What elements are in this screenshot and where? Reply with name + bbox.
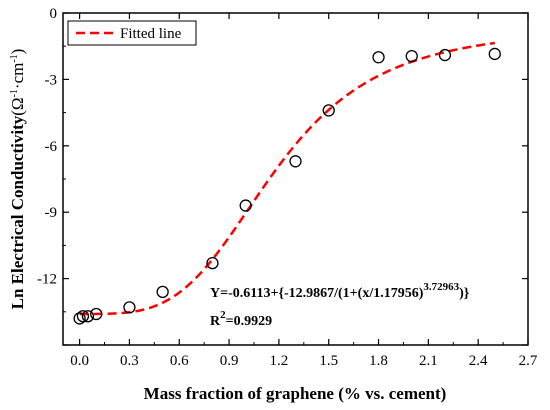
y-axis: -12 -9 -6 -3 0 (37, 6, 528, 346)
data-points (73, 47, 501, 325)
x-tick-label: 0.9 (220, 353, 239, 369)
fit-equation-suffix: )} (459, 286, 470, 301)
x-tick-label: 2.4 (469, 353, 488, 369)
y-tick-label: -12 (37, 272, 57, 288)
legend-label: Fitted line (120, 26, 182, 42)
data-point (372, 51, 385, 64)
x-tick-label: 1.8 (369, 353, 388, 369)
equation-annotation: Y=-0.6113+{-12.9867/(1+(x/1.17956)3.7296… (210, 281, 470, 329)
data-point (488, 47, 501, 61)
y-axis-unit-exp1: -1 (9, 89, 20, 97)
x-tick-label: 1.2 (270, 353, 289, 369)
data-point (289, 155, 302, 168)
r-squared: R2=0.9929 (210, 309, 272, 329)
x-tick-label: 0.0 (70, 353, 89, 369)
y-axis-unit-cm: ·cm (8, 63, 27, 89)
data-point (206, 256, 219, 270)
fit-equation-exponent: 3.72963 (423, 281, 459, 293)
y-tick-label: -6 (45, 139, 58, 155)
data-point (438, 48, 452, 62)
legend-box (67, 20, 197, 46)
x-axis-title: Mass fraction of graphene (% vs. cement) (144, 384, 447, 403)
data-point (90, 307, 103, 321)
x-tick-label: 1.5 (319, 353, 338, 369)
data-point (322, 104, 335, 117)
y-axis-unit-exp2: -1 (9, 54, 20, 62)
data-point (81, 310, 95, 323)
y-tick-label: -3 (45, 72, 58, 88)
x-tick-label: 0.3 (120, 353, 139, 369)
y-axis-unit-open: ( (8, 110, 27, 116)
r-squared-label: R (210, 314, 221, 329)
legend: Fitted line (67, 20, 197, 46)
fitted-line (79, 41, 495, 316)
y-tick-label: 0 (50, 6, 58, 22)
data-point (73, 312, 86, 325)
data-point (123, 301, 136, 314)
fit-equation: Y=-0.6113+{-12.9867/(1+(x/1.17956)3.7296… (210, 281, 470, 301)
x-axis: 0.0 0.3 0.6 0.9 1.2 1.5 1.8 2.1 2.4 2.7 (70, 13, 538, 369)
y-axis-unit-close: ) (8, 49, 27, 55)
data-point (156, 285, 169, 299)
data-point (405, 50, 418, 63)
x-tick-label: 2.1 (419, 353, 438, 369)
y-tick-label: -9 (45, 205, 58, 221)
y-axis-title: Ln Electrical Conductivity(Ω-1·cm-1) (8, 49, 27, 310)
y-axis-title-main: Ln Electrical Conductivity (8, 115, 27, 309)
y-axis-unit-omega: Ω (8, 97, 27, 110)
fit-equation-prefix: Y=-0.6113+{-12.9867/(1+(x/1.17956) (210, 286, 424, 301)
r-squared-exponent: 2 (220, 309, 226, 321)
data-point (239, 199, 252, 212)
x-tick-label: 0.6 (170, 353, 189, 369)
r-squared-value: =0.9929 (226, 314, 272, 329)
x-tick-label: 2.7 (519, 353, 538, 369)
data-point (76, 310, 90, 323)
